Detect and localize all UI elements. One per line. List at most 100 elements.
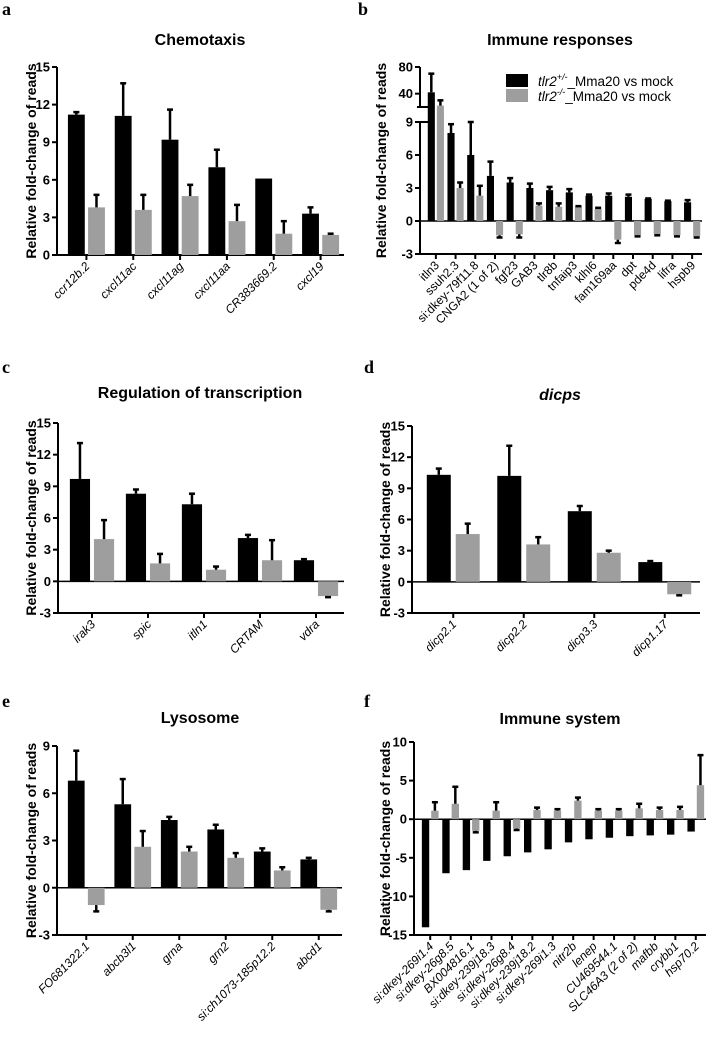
x-category-label: spic xyxy=(129,617,154,642)
chart-title: Regulation of transcription xyxy=(98,385,302,402)
bar-het xyxy=(667,819,675,835)
bar-het xyxy=(605,195,613,221)
y-tick-label: 3 xyxy=(44,542,51,557)
y-axis-label: Relative fold-change of reads xyxy=(373,63,389,258)
chart-title: Lysosome xyxy=(161,710,240,727)
x-category-label: itln1 xyxy=(185,617,210,642)
x-category-label: grna xyxy=(158,939,185,966)
bar-ko xyxy=(673,221,681,236)
bar-ko xyxy=(134,846,152,888)
bar-het xyxy=(664,201,672,221)
y-axis-label: Relative fold-change of reads xyxy=(377,741,393,936)
x-category-label: grn2 xyxy=(205,939,232,966)
bar-het xyxy=(302,213,319,255)
y-tick-label: 0 xyxy=(43,248,50,263)
bar-ko xyxy=(451,803,459,820)
bar-het xyxy=(684,202,692,221)
bar-ko xyxy=(496,221,504,236)
legend-swatch-het xyxy=(506,74,528,87)
y-tick-label: 12 xyxy=(36,97,50,112)
bar-het xyxy=(497,475,522,582)
bar-het xyxy=(161,139,179,255)
bar-het xyxy=(467,155,475,221)
bar-het xyxy=(207,829,225,888)
bar-het xyxy=(626,819,634,837)
y-tick-label: 80 xyxy=(399,60,413,75)
y-tick-label: 5 xyxy=(400,773,407,788)
y-tick-label: 9 xyxy=(43,739,50,754)
panel-letter-b: b xyxy=(358,0,368,19)
bar-ko xyxy=(526,544,551,582)
panel-letter-d: d xyxy=(364,357,374,377)
x-category-label: ccr12b.2 xyxy=(50,259,93,302)
y-tick-label: 12 xyxy=(391,450,405,465)
y-tick-label: 40 xyxy=(399,86,413,101)
y-axis-label: Relative fold-change of reads xyxy=(23,63,39,258)
bar-het xyxy=(427,92,435,221)
panel-c-regulation-of-transcription: Regulation of transcription Relative fold… xyxy=(23,385,344,657)
x-category-label: dicp3.3 xyxy=(563,617,600,654)
bar-het xyxy=(544,819,552,850)
y-tick-label: 6 xyxy=(43,786,50,801)
bar-ko xyxy=(535,205,543,221)
chart-title: Chemotaxis xyxy=(155,32,246,49)
bar-ko xyxy=(93,539,115,582)
bar-ko xyxy=(322,234,340,255)
bar-ko xyxy=(472,819,480,831)
panel-e-lysosome: Lysosome Relative fold-change of reads -3 0… xyxy=(23,710,342,1024)
bar-het xyxy=(442,819,450,874)
bar-het xyxy=(565,192,573,221)
chart-title: Immune system xyxy=(500,711,621,728)
bar-het xyxy=(646,819,654,836)
y-tick-label: -3 xyxy=(393,606,405,621)
panel-letter-e: e xyxy=(2,691,10,711)
y-tick-label: 6 xyxy=(406,148,413,163)
y-tick-label: 0 xyxy=(44,574,51,589)
y-tick-label: 6 xyxy=(44,511,51,526)
bar-ko xyxy=(594,810,602,820)
bar-het xyxy=(564,819,573,843)
y-tick-label: 9 xyxy=(44,479,51,494)
y-axis-label: Relative fold-change of reads xyxy=(23,420,39,615)
bar-ko xyxy=(275,233,293,255)
chart-title: Immune responses xyxy=(487,32,633,49)
bar-ko xyxy=(88,207,105,255)
bar-ko xyxy=(180,851,198,888)
bar-ko xyxy=(181,196,199,255)
bar-ko xyxy=(696,785,705,820)
x-category-label: vdra xyxy=(296,617,323,644)
legend-label-het: tlr2+/-_Mma20 vs mock xyxy=(538,72,674,89)
bar-het xyxy=(237,538,259,582)
bar-ko xyxy=(693,221,701,237)
bar-het xyxy=(526,188,534,221)
y-tick-label: -15 xyxy=(388,928,407,943)
y-tick-label: -5 xyxy=(395,850,407,865)
bar-het xyxy=(114,804,132,888)
bar-ko xyxy=(594,208,602,221)
bar-ko xyxy=(87,887,105,906)
y-tick-label: 6 xyxy=(398,512,405,527)
y-tick-label: 3 xyxy=(43,833,50,848)
x-category-label: cxcl11ag xyxy=(143,259,186,302)
bar-het xyxy=(638,562,663,582)
bar-het xyxy=(546,190,554,221)
y-tick-label: 3 xyxy=(43,210,50,225)
y-tick-label: 9 xyxy=(43,135,50,150)
bar-het xyxy=(506,182,514,221)
y-tick-label: -10 xyxy=(388,889,407,904)
bar-ko xyxy=(317,581,339,597)
bar-het xyxy=(67,780,85,888)
panel-d-dicps: dicps Relative fold-change of reads -3 0 3 6 9… xyxy=(377,387,700,659)
y-tick-label: 9 xyxy=(398,481,405,496)
bar-het xyxy=(255,178,273,255)
y-tick-label: 0 xyxy=(406,214,413,229)
bar-ko xyxy=(653,221,661,235)
bar-ko xyxy=(273,870,291,888)
y-tick-label: 3 xyxy=(398,543,405,558)
bar-ko xyxy=(614,221,622,240)
x-category-label: dicp1.17 xyxy=(629,616,672,659)
bar-ko xyxy=(261,560,283,582)
bar-ko xyxy=(431,810,439,820)
x-category-label: abcd1 xyxy=(292,939,325,972)
bar-het xyxy=(644,199,652,221)
